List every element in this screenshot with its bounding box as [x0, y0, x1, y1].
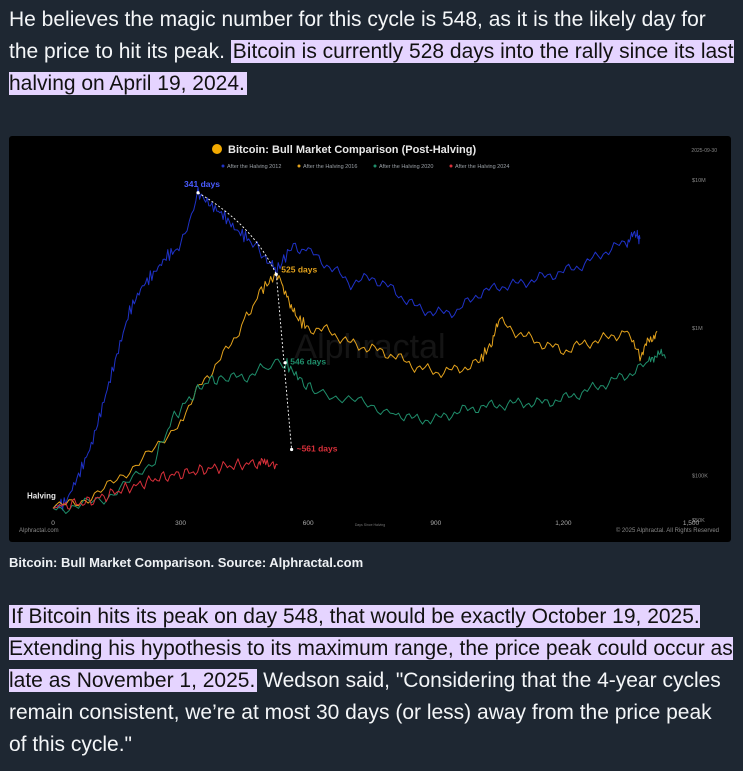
legend-marker-3 — [449, 164, 453, 168]
x-tick-label: 0 — [51, 520, 55, 527]
series-line-3 — [52, 458, 278, 510]
annotation-label-3: ~561 days — [297, 444, 338, 454]
x-tick-label: 1,200 — [555, 520, 572, 527]
annotation-label-2: 546 days — [290, 357, 326, 367]
halving-label: Halving — [27, 491, 56, 500]
bitcoin-icon — [212, 144, 222, 154]
series-line-0 — [52, 186, 641, 511]
legend-label-2: After the Halving 2020 — [379, 164, 433, 170]
series-line-1 — [52, 273, 658, 509]
x-tick-label: 300 — [175, 520, 186, 527]
annotation-label-0: 341 days — [184, 179, 220, 189]
bull-market-chart: Alphractal Bitcoin: Bull Market Compariso… — [19, 144, 719, 534]
y-tick-label: $1M — [692, 326, 703, 332]
paragraph-text: Wedson said, "Considering that the 4-yea… — [9, 669, 721, 756]
annotation-marker-0 — [196, 191, 200, 195]
annotation-marker-2 — [283, 361, 287, 365]
annotation-marker-1 — [274, 272, 278, 276]
legend-label-0: After the Halving 2012 — [227, 164, 281, 170]
legend-marker-0 — [221, 164, 225, 168]
chart-image: Alphractal Bitcoin: Bull Market Compariso… — [9, 136, 731, 542]
series-line-2 — [52, 348, 666, 514]
y-tick-label: $10M — [692, 178, 706, 184]
annotation-label-1: 525 days — [281, 264, 317, 274]
paragraph-text: He believes the magic number for this cy… — [9, 8, 706, 63]
annotation-marker-3 — [290, 447, 294, 452]
x-tick-label: 900 — [430, 520, 441, 527]
peak-connector-dashed — [197, 192, 277, 275]
legend-marker-2 — [373, 164, 377, 168]
y-tick-label: $100K — [692, 474, 708, 480]
brand-right: © 2025 Alphractal. All Rights Reserved — [616, 527, 719, 534]
chart-date-stamp: 2025-09-30 — [691, 148, 717, 154]
x-tick-label: 1,500 — [683, 520, 700, 527]
peak-drop-dashed — [275, 274, 293, 450]
legend-marker-1 — [297, 164, 301, 168]
legend-label-1: After the Halving 2016 — [303, 164, 357, 170]
legend-label-3: After the Halving 2024 — [455, 164, 509, 170]
brand-left: Alphractal.com — [19, 528, 59, 534]
chart-title: Bitcoin: Bull Market Comparison (Post-Ha… — [228, 144, 476, 156]
watermark: Alphractal — [294, 328, 445, 366]
article-paragraph-1: He believes the magic number for this cy… — [9, 4, 734, 100]
image-caption: Bitcoin: Bull Market Comparison. Source:… — [9, 555, 364, 570]
article-paragraph-2: If Bitcoin hits its peak on day 548, tha… — [9, 601, 734, 761]
y-tick-label: $50K — [692, 518, 705, 524]
x-axis-label: Days Since Halving — [355, 523, 385, 527]
x-tick-label: 600 — [303, 520, 314, 527]
